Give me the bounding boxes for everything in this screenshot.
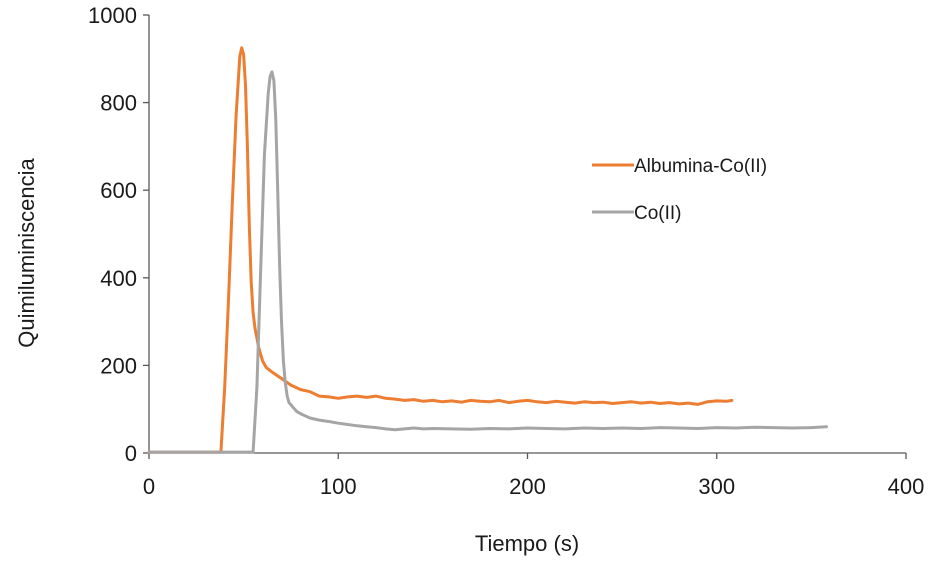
series-group (147, 46, 828, 454)
x-tick-label: 400 (888, 474, 925, 499)
legend-label: Co(II) (634, 203, 682, 224)
y-tick-label: 600 (100, 178, 137, 203)
x-tick-label: 200 (509, 474, 546, 499)
x-tick-label: 0 (143, 474, 155, 499)
y-tick-label: 0 (125, 441, 137, 466)
series-line-co-ii (147, 70, 828, 454)
y-axis-title: Quimiluminiscencia (14, 157, 39, 347)
x-axis-title: Tiempo (s) (475, 531, 579, 556)
legend: Albumina-Co(II) Co(II) (592, 156, 767, 224)
y-tick-label: 400 (100, 266, 137, 291)
x-tick-label: 100 (320, 474, 357, 499)
y-tick-label: 200 (100, 353, 137, 378)
series-line-albumina-co-ii (147, 46, 734, 454)
y-tick-label: 1000 (88, 3, 137, 28)
legend-label: Albumina-Co(II) (634, 156, 767, 177)
axes: 0 200 400 600 800 1000 0 100 200 300 400 (88, 3, 924, 499)
x-tick-label: 300 (698, 474, 735, 499)
y-tick-label: 800 (100, 91, 137, 116)
